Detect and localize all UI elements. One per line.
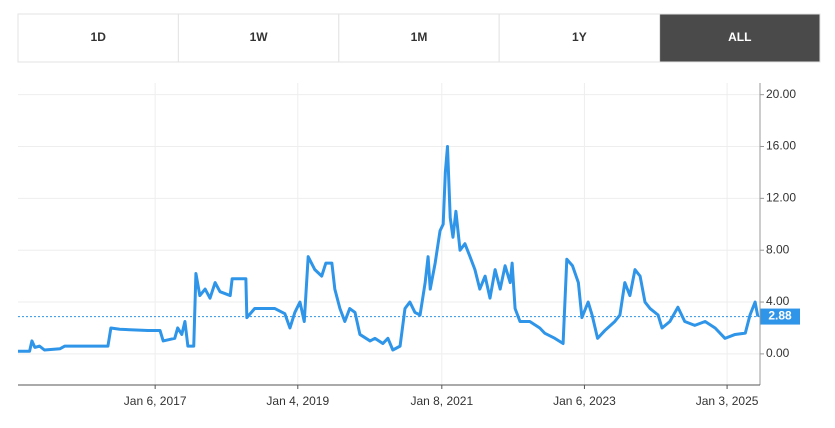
range-button[interactable]: 1D <box>17 13 179 63</box>
button-label[interactable]: 1Y <box>572 30 587 44</box>
range-button[interactable]: 1W <box>177 13 340 63</box>
grid <box>18 83 760 385</box>
x-tick-label: Jan 6, 2017 <box>124 394 187 408</box>
button-label[interactable]: 1M <box>411 30 428 44</box>
plot: 2.88 <box>18 145 800 353</box>
y-tick-label: 12.00 <box>766 191 796 205</box>
x-tick-label: Jan 8, 2021 <box>410 394 473 408</box>
button-label[interactable]: 1W <box>250 30 269 44</box>
button-bg[interactable] <box>498 13 661 63</box>
range-button[interactable]: 1Y <box>498 13 661 63</box>
button-bg[interactable] <box>17 13 179 63</box>
button-bg[interactable] <box>338 13 500 63</box>
button-bg[interactable] <box>177 13 340 63</box>
y-tick-label: 4.00 <box>766 294 790 308</box>
axes: 0.00 4.00 8.00 12.00 16.00 20.00 <box>18 83 796 389</box>
x-labels: Jan 6, 2017 Jan 4, 2019 Jan 8, 2021 Jan 6, … <box>124 394 759 408</box>
button-label[interactable]: 1D <box>91 30 107 44</box>
x-tick-label: Jan 6, 2023 <box>553 394 616 408</box>
price-line <box>18 145 760 353</box>
y-tick-label: 0.00 <box>766 346 790 360</box>
range-button[interactable]: ALL <box>659 13 821 63</box>
last-value-box <box>760 308 800 325</box>
last-value-label: 2.88 <box>768 309 792 323</box>
x-tick-label: Jan 4, 2019 <box>266 394 329 408</box>
y-tick-label: 8.00 <box>766 242 790 256</box>
y-tick-label: 20.00 <box>766 87 796 101</box>
range-button[interactable]: 1M <box>338 13 500 63</box>
y-tick-label: 16.00 <box>766 139 796 153</box>
range-buttons: 1D 1W 1M 1Y ALL <box>17 13 821 63</box>
button-label[interactable]: ALL <box>728 30 751 44</box>
x-tick-label: Jan 3, 2025 <box>696 394 759 408</box>
button-bg[interactable] <box>659 13 821 63</box>
